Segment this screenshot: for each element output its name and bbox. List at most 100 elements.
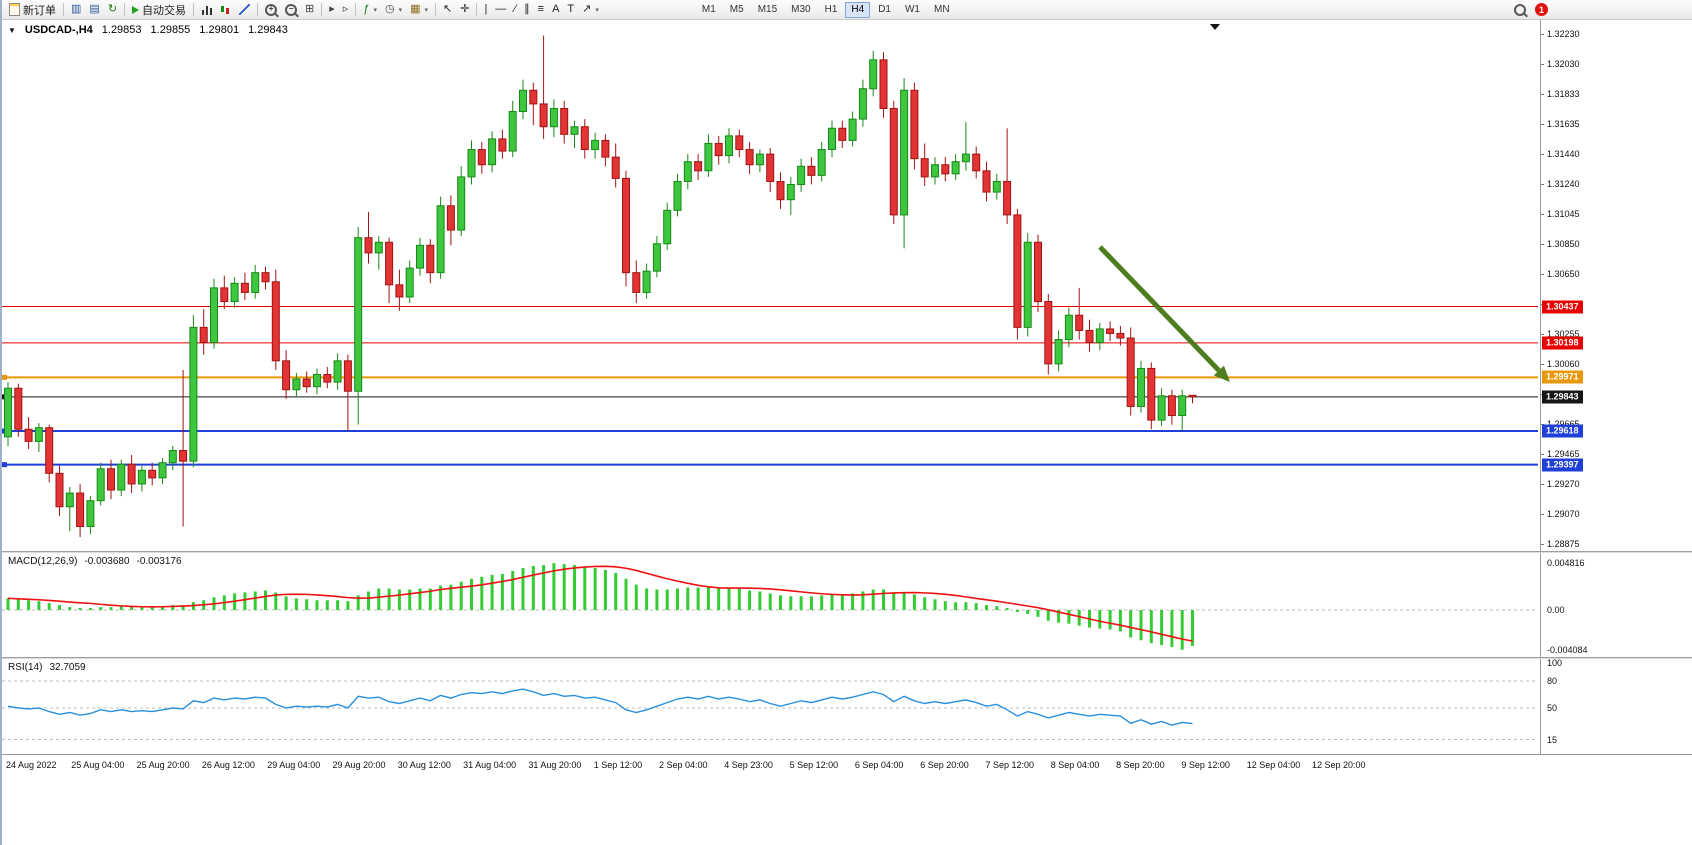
- time-axis-label: 2 Sep 04:00: [659, 760, 708, 770]
- candle: [1054, 339, 1063, 365]
- line-chart-button[interactable]: [235, 0, 254, 19]
- fibonacci-icon: ≡: [537, 3, 545, 15]
- chart-header: ▼ USDCAD-,H4 1.29853 1.29855 1.29801 1.2…: [8, 24, 288, 36]
- fibonacci-button[interactable]: ≡: [534, 0, 548, 19]
- candle: [1075, 314, 1084, 331]
- dropdown-arrow-icon[interactable]: ▾: [373, 6, 377, 14]
- autotrade-button[interactable]: 自动交易: [128, 0, 190, 19]
- macd-plot[interactable]: [2, 553, 1538, 657]
- text-button[interactable]: A: [548, 0, 563, 19]
- candle: [292, 378, 301, 391]
- templates-button[interactable]: ▦ ▾: [406, 0, 432, 19]
- candle: [457, 176, 466, 231]
- indicators-button[interactable]: ƒ ▾: [359, 0, 381, 19]
- candle: [107, 468, 115, 491]
- rsi-label: RSI(14) 32.7059: [8, 662, 86, 673]
- macd-scale-label: 0.004816: [1547, 558, 1585, 568]
- candle: [498, 138, 507, 152]
- time-axis-label: 25 Aug 20:00: [136, 760, 190, 770]
- time-axis-label: 26 Aug 12:00: [201, 760, 255, 770]
- market-watch-button[interactable]: ▥: [67, 0, 85, 19]
- candle: [519, 89, 527, 113]
- candle: [622, 177, 630, 274]
- label-button[interactable]: T: [563, 0, 578, 19]
- notification-badge[interactable]: 1: [1535, 3, 1548, 16]
- breakout-line-handle[interactable]: [2, 374, 7, 380]
- chart-scroll-anchor-icon[interactable]: [1210, 24, 1220, 30]
- price-scale[interactable]: 1.32230 1.32030 1.31833 1.31635 1.31440 1.312…: [1540, 20, 1692, 551]
- horizontal-line-icon: ―: [495, 3, 507, 15]
- rsi-scale[interactable]: 100 80 50 15: [1540, 658, 1692, 754]
- timeframe-d1-button[interactable]: D1: [878, 3, 891, 15]
- zoom-out-button[interactable]: −: [281, 0, 301, 19]
- arrows-button[interactable]: ↗ ▾: [578, 0, 603, 19]
- price-chart-plot[interactable]: [2, 20, 1538, 551]
- candle: [869, 59, 878, 90]
- candle: [210, 287, 218, 344]
- candle: [230, 282, 239, 303]
- down-arrow-annotation-head[interactable]: [1213, 365, 1230, 382]
- trendline-button[interactable]: ∕: [510, 0, 520, 19]
- time-axis[interactable]: 24 Aug 2022 25 Aug 04:00 25 Aug 20:00 26 Au…: [2, 754, 1692, 777]
- timeframe-mn-button[interactable]: MN: [933, 3, 950, 15]
- toolbar-separator: [435, 3, 436, 16]
- horizontal-line-button[interactable]: ―: [491, 0, 510, 19]
- autotrade-button-label: 自动交易: [142, 4, 187, 17]
- chart-shift-button[interactable]: ▹: [339, 0, 353, 19]
- search-icon[interactable]: [1514, 3, 1526, 16]
- candlestick-chart-button[interactable]: [216, 0, 235, 19]
- vertical-line-icon: |: [484, 3, 488, 15]
- candle: [14, 387, 23, 430]
- zoom-in-button[interactable]: +: [261, 0, 281, 19]
- candle: [354, 237, 363, 392]
- channel-button[interactable]: ∥: [520, 0, 534, 19]
- toolbar: 新订单 ▥ ▤ ↻ 自动交易 + − ⊞ ▸ ▹ ƒ ▾ ◷ ▾ ▦ ▾ ↖ ✛ | ― ∕ ∥ ≡ A T ↗ ▾ M1 M5 M15…: [2, 0, 1692, 20]
- price-scale-label: 1.31240: [1547, 179, 1580, 189]
- macd-signal-value: -0.003176: [136, 556, 182, 567]
- dropdown-arrow-icon[interactable]: ▾: [424, 6, 428, 14]
- bar-chart-button[interactable]: [197, 0, 216, 19]
- pane-divider[interactable]: [2, 551, 1692, 553]
- timeframe-m5-button[interactable]: M5: [729, 3, 744, 15]
- periods-button[interactable]: ◷ ▾: [381, 0, 406, 19]
- rsi-pane: RSI(14) 32.7059 100 80 50 15: [2, 658, 1692, 754]
- vertical-line-button[interactable]: |: [480, 0, 491, 19]
- pane-divider[interactable]: [2, 657, 1692, 659]
- candle: [1116, 332, 1125, 339]
- refresh-button[interactable]: ↻: [104, 0, 121, 19]
- timeframe-w1-button[interactable]: W1: [904, 3, 920, 15]
- tile-windows-button[interactable]: ⊞: [301, 0, 318, 19]
- dropdown-arrow-icon[interactable]: ▾: [398, 6, 403, 14]
- timeframe-m15-button[interactable]: M15: [757, 3, 778, 15]
- macd-scale[interactable]: 0.004816 0.00 -0.004084: [1540, 553, 1692, 657]
- timeframe-m30-button[interactable]: M30: [791, 3, 811, 15]
- candle: [1034, 241, 1042, 303]
- candle: [879, 59, 888, 109]
- crosshair-button[interactable]: ✛: [456, 0, 473, 19]
- candle: [570, 126, 579, 135]
- label-icon: T: [567, 3, 575, 15]
- candle: [673, 180, 682, 211]
- timeframe-m1-button[interactable]: M1: [701, 3, 716, 15]
- toolbar-separator: [476, 3, 478, 16]
- time-axis-label: 24 Aug 2022: [6, 760, 57, 770]
- candle: [632, 272, 641, 293]
- cursor-button[interactable]: ↖: [439, 0, 456, 19]
- candle: [96, 468, 105, 502]
- candle: [580, 126, 589, 151]
- timeframe-h4-button[interactable]: H4: [845, 1, 871, 18]
- timeframe-h1-button[interactable]: H1: [824, 3, 838, 15]
- price-tag-current-price-line: 1.29843: [1542, 390, 1583, 404]
- candle: [240, 282, 249, 293]
- macd-label: MACD(12,26,9) -0.003680 -0.003176: [8, 556, 182, 567]
- rsi-plot[interactable]: [2, 659, 1538, 754]
- dropdown-arrow-icon[interactable]: ▾: [595, 6, 599, 14]
- data-window-button[interactable]: ▤: [85, 0, 103, 19]
- down-arrow-annotation[interactable]: [1098, 245, 1221, 373]
- auto-scroll-button[interactable]: ▸: [325, 0, 339, 19]
- rsi-scale-label: 80: [1547, 676, 1558, 686]
- line-chart-icon: [239, 4, 251, 15]
- new-order-button[interactable]: 新订单: [5, 0, 60, 19]
- one-click-trading-toggle[interactable]: ▼: [8, 25, 16, 35]
- support-line-2-handle[interactable]: [2, 462, 7, 468]
